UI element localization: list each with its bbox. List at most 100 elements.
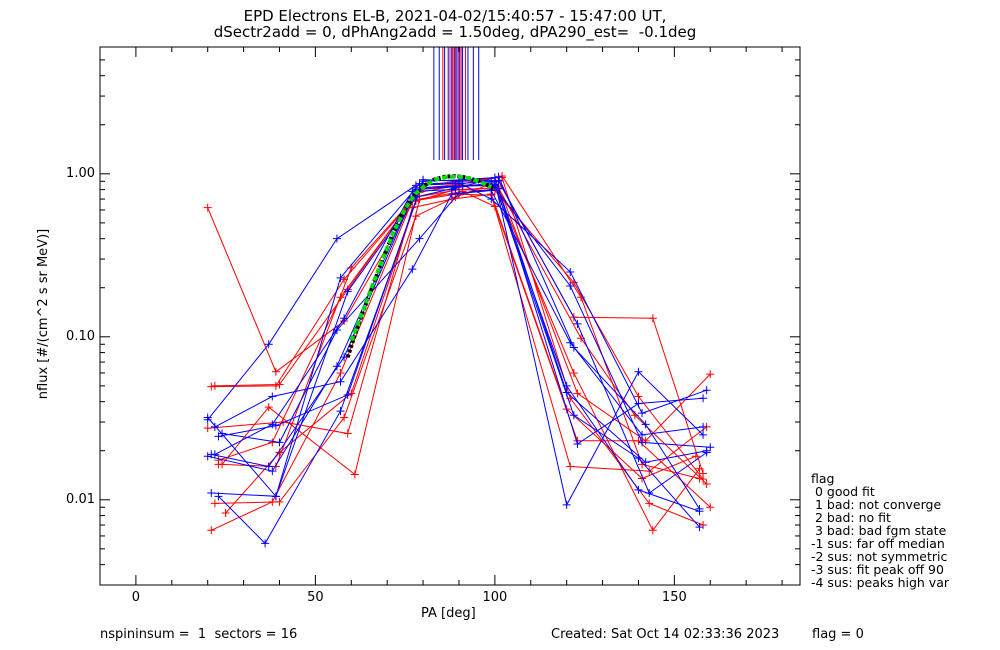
red-series-line — [207, 189, 704, 480]
blue-series-point — [699, 430, 708, 439]
blue-series-point — [332, 234, 341, 243]
blue-series-point — [695, 507, 704, 516]
legend-title: flag — [811, 471, 835, 486]
red-series-point — [218, 460, 227, 469]
x-tick-label: 150 — [661, 590, 687, 605]
blue-series-point — [332, 326, 341, 335]
blue-series-line — [214, 176, 700, 510]
blue-series-line — [222, 188, 707, 463]
red-series-point — [691, 452, 700, 461]
red-series-point — [336, 368, 345, 377]
red-series-point — [695, 474, 704, 483]
red-series-point — [645, 499, 654, 508]
blue-series-point — [695, 523, 704, 532]
red-series-point — [340, 275, 349, 284]
blue-series-point — [634, 399, 643, 408]
blue-series-point — [264, 462, 273, 471]
blue-series-point — [702, 386, 711, 395]
legend-item: 2 bad: no fit — [811, 510, 891, 525]
blue-series-point — [487, 195, 496, 204]
x-axis-label: PA [deg] — [421, 606, 476, 621]
blue-series-line — [218, 179, 707, 494]
legend-item: 1 bad: not converge — [811, 497, 942, 512]
red-series-point — [207, 382, 216, 391]
blue-series-point — [634, 454, 643, 463]
red-series-point — [706, 503, 715, 512]
legend-item: -3 sus: fit peak off 90 — [811, 562, 944, 577]
blue-series-line — [207, 184, 700, 512]
red-series-point — [268, 438, 277, 447]
blue-series-point — [268, 467, 277, 476]
red-series-point — [695, 464, 704, 473]
blue-series-point — [343, 390, 352, 399]
red-series-line — [218, 175, 700, 479]
blue-series-point — [261, 539, 270, 548]
y-tick-label: 0.10 — [66, 328, 95, 344]
red-series-line — [211, 193, 708, 531]
chart-subtitle: dSectr2add = 0, dPhAng2add = 1.50deg, dP… — [213, 23, 697, 41]
red-series-point — [264, 403, 273, 412]
y-tick-label: 1.00 — [66, 165, 95, 181]
blue-series-point — [573, 319, 582, 328]
plot-frame — [99, 46, 801, 586]
red-series-point — [634, 392, 643, 401]
blue-series-point — [340, 314, 349, 323]
blue-series-point — [332, 362, 341, 371]
legend-item: 0 good fit — [811, 484, 875, 499]
footer-created: Created: Sat Oct 14 02:33:36 2023 — [551, 627, 780, 642]
blue-series-point — [566, 281, 575, 290]
red-series-point — [275, 497, 284, 506]
blue-series-point — [336, 273, 345, 282]
fit-curve-green — [349, 174, 493, 342]
red-series-point — [350, 470, 359, 479]
red-series-point — [699, 521, 708, 530]
red-series-point — [214, 456, 223, 465]
blue-series-point — [569, 411, 578, 420]
blue-series-point — [419, 175, 428, 184]
red-series-point — [275, 448, 284, 457]
blue-series-point — [214, 432, 223, 441]
footer-flag: flag = 0 — [812, 627, 864, 642]
blue-series-line — [214, 189, 704, 436]
blue-series-point — [214, 492, 223, 501]
red-series-point — [203, 203, 212, 212]
red-series-point — [271, 381, 280, 390]
blue-series-point — [336, 407, 345, 416]
blue-series-group — [203, 172, 715, 548]
red-series-point — [566, 462, 575, 471]
red-series-point — [210, 381, 219, 390]
blue-series-point — [641, 420, 650, 429]
legend-item: -4 sus: peaks high var — [811, 575, 950, 590]
red-series-point — [648, 314, 657, 323]
red-series-point — [706, 370, 715, 379]
legend-item: -1 sus: far off median — [811, 536, 945, 551]
blue-series-point — [638, 438, 647, 447]
red-series-point — [340, 413, 349, 422]
blue-series-line — [211, 183, 700, 528]
footer-spin-info: nspininsum = 1 sectors = 16 — [100, 627, 298, 642]
blue-series-point — [207, 489, 216, 498]
red-series-point — [641, 436, 650, 445]
blue-series-point — [336, 377, 345, 386]
chart-title: EPD Electrons EL-B, 2021-04-02/15:40:57 … — [243, 7, 667, 25]
blue-series-point — [203, 413, 212, 422]
blue-series-point — [638, 430, 647, 439]
red-series-line — [225, 187, 708, 514]
blue-series-point — [210, 422, 219, 431]
blue-series-point — [566, 338, 575, 347]
red-series-point — [699, 469, 708, 478]
red-series-point — [343, 429, 352, 438]
blue-series-point — [641, 458, 650, 467]
blue-series-point — [451, 182, 460, 191]
blue-series-point — [275, 438, 284, 447]
blue-series-point — [702, 448, 711, 457]
x-tick-label: 0 — [131, 590, 141, 605]
blue-series-point — [411, 183, 420, 192]
peak-pa-lines — [433, 47, 480, 160]
blue-series-point — [203, 452, 212, 461]
red-series-point — [271, 367, 280, 376]
y-axis-label: nflux [#/(cm^2 s sr MeV)] — [36, 228, 51, 400]
red-series-point — [702, 479, 711, 488]
red-series-point — [573, 389, 582, 398]
x-tick-label: 50 — [307, 590, 324, 605]
